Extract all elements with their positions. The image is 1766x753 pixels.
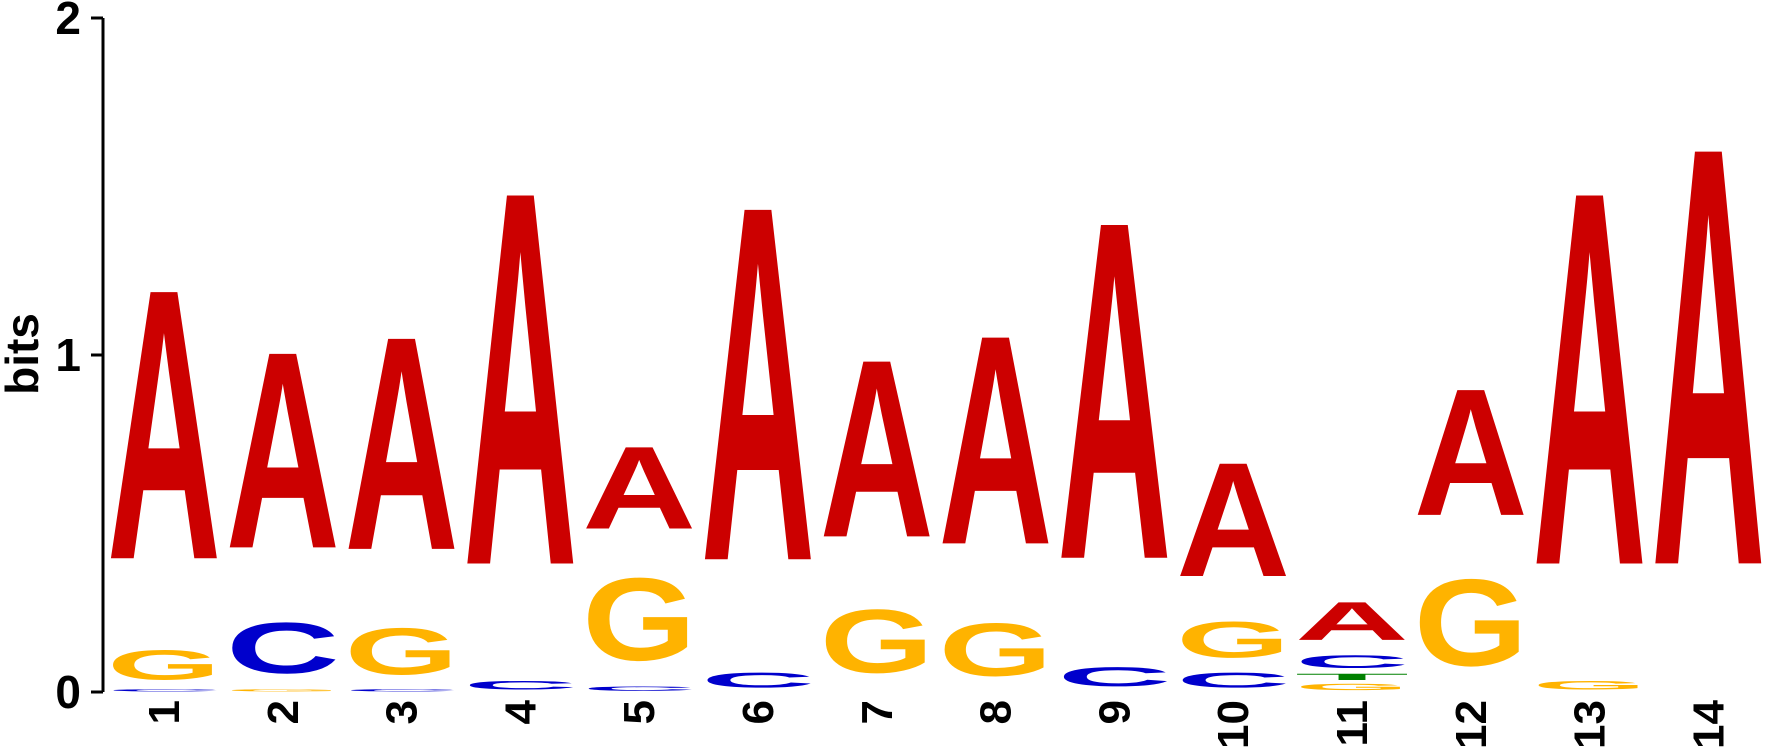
logo-column-1: CGA (107, 209, 221, 692)
logo-letter-a: A (820, 307, 934, 590)
x-tick-label: 12 (1447, 700, 1496, 748)
y-tick-label: 1 (55, 329, 81, 381)
logo-letter-a: A (226, 295, 340, 608)
logo-letter-g: G (1533, 679, 1647, 692)
logo-column-9: CA (1057, 121, 1171, 692)
logo-letter-a: A (1414, 352, 1528, 555)
logo-letter-g: G (226, 689, 340, 692)
x-tick-label: 9 (1090, 700, 1139, 724)
x-tick-label: 13 (1566, 700, 1615, 748)
logo-column-12: GA (1414, 352, 1528, 692)
logo-letter-c: C (1057, 662, 1171, 693)
logo-letter-c: C (226, 608, 340, 689)
logo-letter-a: A (582, 422, 696, 554)
logo-letter-a: A (939, 272, 1053, 607)
logo-letter-a: A (1176, 430, 1290, 612)
logo-letter-g: G (107, 641, 221, 688)
logo-column-8: GA (939, 272, 1053, 692)
logo-letter-g: G (939, 607, 1053, 692)
logo-column-3: CGA (345, 274, 459, 692)
logo-letter-a: A (1295, 591, 1409, 652)
x-tick-label: 4 (496, 699, 545, 724)
x-tick-label: 8 (972, 700, 1021, 724)
logo-column-13: GA (1533, 79, 1647, 692)
logo-letter-a: A (1533, 79, 1647, 677)
y-tick-label: 0 (55, 666, 81, 718)
logo-letter-g: G (1176, 612, 1290, 669)
logo-letter-a: A (107, 209, 221, 641)
x-tick-label: 2 (259, 700, 308, 724)
x-tick-label: 1 (140, 700, 189, 724)
logo-letter-g: G (345, 615, 459, 689)
logo-letter-c: C (701, 668, 815, 692)
logo-letter-g: G (820, 591, 934, 692)
logo-letter-a: A (701, 100, 815, 667)
x-tick-label: 7 (853, 700, 902, 724)
logo-letter-a: A (1651, 22, 1765, 691)
logo-letter-g: G (582, 554, 696, 685)
logo-letter-a: A (345, 274, 459, 614)
logo-letter-g: G (1295, 682, 1409, 692)
logo-letter-g: G (1414, 553, 1528, 692)
x-tick-label: 11 (1328, 700, 1377, 747)
logo-letter-c: C (107, 689, 221, 692)
x-tick-label: 5 (615, 700, 664, 724)
x-tick-label: 6 (734, 700, 783, 724)
logo-letter-c: C (582, 685, 696, 692)
logo-letter-c: C (463, 678, 577, 691)
x-tick-label: 3 (378, 700, 427, 724)
logo-column-4: CA (463, 79, 577, 692)
logo-letter-a: A (1057, 121, 1171, 661)
logo-letter-c: C (1295, 651, 1409, 671)
logo-column-2: GCA (226, 295, 340, 692)
logo-column-7: GA (820, 307, 934, 692)
y-tick-label: 2 (55, 0, 81, 44)
logo-letter-t: T (1295, 672, 1409, 682)
logo-letter-c: C (345, 689, 459, 692)
x-tick-label: 14 (1684, 699, 1733, 748)
logo-letter-a: A (463, 79, 577, 677)
logo-column-14: A (1651, 22, 1765, 691)
logo-letter-c: C (1176, 668, 1290, 692)
y-axis: 0 1 2 (55, 0, 105, 718)
x-tick-label: 10 (1209, 700, 1258, 748)
y-axis-label: bits (0, 313, 48, 395)
logo-column-10: CGA (1176, 430, 1290, 692)
logo-column-6: CA (701, 100, 815, 692)
logo-column-5: CGA (582, 422, 696, 692)
x-axis-labels: 1 2 3 4 5 6 7 8 9 10 11 12 13 14 (140, 699, 1733, 748)
